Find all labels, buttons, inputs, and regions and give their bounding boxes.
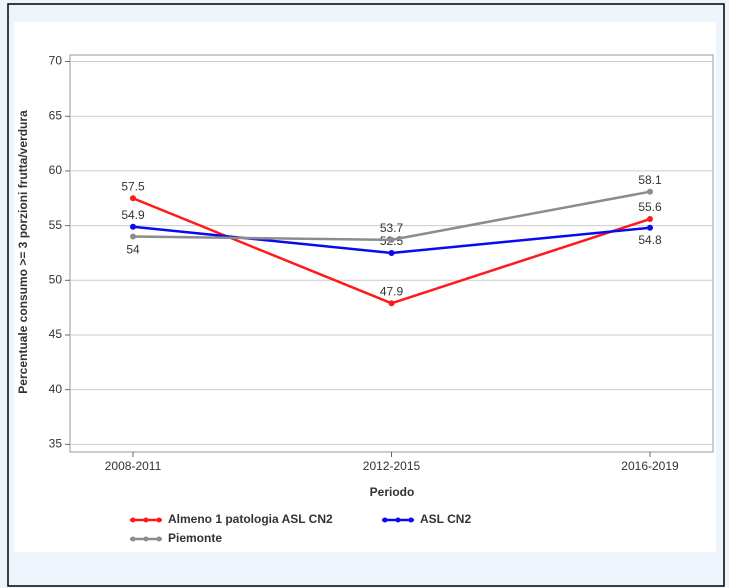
legend-label: Almeno 1 patologia ASL CN2 xyxy=(168,512,333,526)
data-point xyxy=(130,195,136,202)
legend-label: Piemonte xyxy=(168,531,222,545)
y-tick-label: 60 xyxy=(49,163,63,177)
data-point xyxy=(647,188,653,195)
data-point xyxy=(388,236,395,243)
data-point xyxy=(647,216,653,223)
data-label: 54 xyxy=(126,243,140,257)
data-point xyxy=(388,300,395,307)
data-point xyxy=(388,249,395,256)
y-tick-label: 70 xyxy=(49,54,63,68)
legend-marker xyxy=(130,536,136,542)
data-point xyxy=(130,233,136,240)
y-tick-label: 40 xyxy=(49,382,63,396)
frame-border xyxy=(7,3,725,587)
legend-marker xyxy=(408,517,414,523)
y-tick-label: 55 xyxy=(49,218,63,232)
y-axis-title: Percentuale consumo >= 3 porzioni frutta… xyxy=(16,110,30,394)
x-tick-label: 2016-2019 xyxy=(621,459,679,473)
y-tick-label: 50 xyxy=(49,272,63,286)
legend-marker xyxy=(143,517,149,523)
data-label: 58.1 xyxy=(638,173,662,187)
legend-marker xyxy=(130,517,136,523)
x-tick-label: 2012-2015 xyxy=(363,459,421,473)
data-label: 54.8 xyxy=(638,233,662,247)
y-tick-label: 35 xyxy=(49,437,63,451)
legend-marker xyxy=(156,517,162,523)
legend-marker xyxy=(382,517,388,523)
data-label: 57.5 xyxy=(121,179,145,193)
data-label: 55.6 xyxy=(638,200,662,214)
legend-label: ASL CN2 xyxy=(420,512,471,526)
data-point xyxy=(130,223,136,230)
data-label: 53.7 xyxy=(380,221,404,235)
y-tick-label: 65 xyxy=(49,108,63,122)
data-label: 47.9 xyxy=(380,284,404,298)
data-point xyxy=(647,224,653,231)
x-axis-title: Periodo xyxy=(370,485,415,499)
legend-marker xyxy=(395,517,401,523)
legend-marker xyxy=(156,536,162,542)
y-tick-label: 45 xyxy=(49,327,63,341)
data-label: 54.9 xyxy=(121,208,145,222)
legend-marker xyxy=(143,536,149,542)
x-tick-label: 2008-2011 xyxy=(105,459,162,473)
